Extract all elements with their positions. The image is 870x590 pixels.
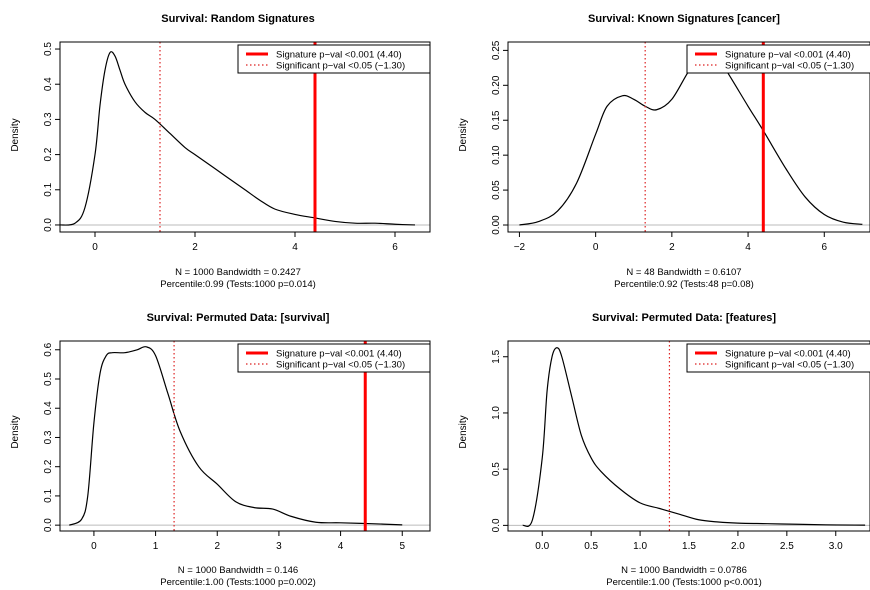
y-tick-label: 0.6 [43, 342, 54, 356]
legend: Signature p−val <0.001 (4.40)Significant… [237, 44, 431, 74]
y-tick-label: 0.25 [491, 40, 502, 60]
x-tick-label: −2 [514, 242, 526, 253]
x-tick-label: 4 [745, 242, 751, 253]
density-curve [68, 346, 403, 526]
x-tick-label: 0 [91, 541, 97, 552]
legend-box [686, 44, 870, 74]
density-curve [60, 51, 416, 226]
density-summary: N = 1000 Bandwidth = 0.2427 [175, 267, 301, 278]
panel-known-signatures: Survival: Known Signatures [cancer] Dens… [458, 13, 870, 290]
panel-title: Survival: Known Signatures [cancer] [588, 13, 780, 25]
x-tick-label: 0.0 [535, 541, 549, 552]
y-tick-label: 0.3 [43, 112, 54, 126]
percentile-summary: Percentile:1.00 (Tests:1000 p<0.001) [606, 577, 762, 588]
y-tick-label: 0.00 [491, 215, 502, 235]
legend: Signature p−val <0.001 (4.40)Significant… [686, 44, 870, 74]
x-tick-label: 3.0 [829, 541, 843, 552]
y-axis-label: Density [10, 118, 21, 151]
legend-box [237, 44, 431, 74]
x-tick-label: 6 [392, 242, 398, 253]
legend-signature-label: Signature p−val <0.001 (4.40) [276, 50, 402, 61]
legend-signature-label: Signature p−val <0.001 (4.40) [725, 50, 851, 61]
density-summary: N = 1000 Bandwidth = 0.146 [178, 565, 298, 576]
density-summary: N = 48 Bandwidth = 0.6107 [626, 267, 741, 278]
legend-significant-label: Significant p−val <0.05 (−1.30) [725, 61, 854, 72]
legend: Signature p−val <0.001 (4.40)Significant… [237, 343, 431, 373]
y-tick-label: 0.20 [491, 75, 502, 95]
x-tick-label: 1 [153, 541, 159, 552]
legend-significant-label: Significant p−val <0.05 (−1.30) [725, 360, 854, 371]
x-tick-label: 1.0 [633, 541, 647, 552]
y-tick-label: 0.3 [43, 430, 54, 444]
legend-significant-label: Significant p−val <0.05 (−1.30) [276, 360, 405, 371]
x-tick-label: 2 [192, 242, 198, 253]
x-tick-label: 1.5 [682, 541, 696, 552]
x-tick-label: 2 [669, 242, 675, 253]
y-tick-label: 0.2 [43, 459, 54, 473]
y-tick-label: 1.0 [491, 406, 502, 420]
x-tick-label: 2.5 [780, 541, 794, 552]
y-tick-label: 0.5 [43, 372, 54, 386]
legend: Signature p−val <0.001 (4.40)Significant… [686, 343, 870, 373]
x-tick-label: 4 [338, 541, 344, 552]
y-tick-label: 0.0 [43, 518, 54, 532]
panel-random-signatures: Survival: Random Signatures Density N = … [10, 13, 431, 290]
y-axis-label: Density [458, 415, 469, 448]
legend-box [237, 343, 431, 373]
percentile-summary: Percentile:1.00 (Tests:1000 p=0.002) [160, 577, 316, 588]
y-tick-label: 0.2 [43, 147, 54, 161]
y-tick-label: 1.5 [491, 349, 502, 363]
x-tick-label: 6 [821, 242, 827, 253]
percentile-summary: Percentile:0.99 (Tests:1000 p=0.014) [160, 279, 316, 290]
y-axis-label: Density [10, 415, 21, 448]
x-tick-label: 5 [399, 541, 405, 552]
x-tick-label: 4 [292, 242, 298, 253]
y-tick-label: 0.10 [491, 145, 502, 165]
x-tick-label: 3 [276, 541, 282, 552]
density-summary: N = 1000 Bandwidth = 0.0786 [621, 565, 747, 576]
y-tick-label: 0.1 [43, 489, 54, 503]
y-tick-label: 0.0 [491, 518, 502, 532]
x-tick-label: 2.0 [731, 541, 745, 552]
panel-title: Survival: Permuted Data: [survival] [147, 312, 330, 324]
x-tick-label: 0 [593, 242, 599, 253]
y-tick-label: 0.5 [43, 42, 54, 56]
y-tick-label: 0.1 [43, 182, 54, 196]
panel-permuted-features: Survival: Permuted Data: [features] Dens… [458, 312, 870, 588]
legend-box [686, 343, 870, 373]
legend-significant-label: Significant p−val <0.05 (−1.30) [276, 61, 405, 72]
y-tick-label: 0.5 [491, 462, 502, 476]
y-tick-label: 0.0 [43, 218, 54, 232]
panel-title: Survival: Permuted Data: [features] [592, 312, 776, 324]
density-curve [519, 52, 863, 226]
y-axis-label: Density [458, 118, 469, 151]
percentile-summary: Percentile:0.92 (Tests:48 p=0.08) [614, 279, 754, 290]
y-tick-label: 0.4 [43, 77, 54, 91]
legend-signature-label: Signature p−val <0.001 (4.40) [276, 349, 402, 360]
panel-title: Survival: Random Signatures [161, 13, 314, 25]
x-tick-label: 0 [92, 242, 98, 253]
y-tick-label: 0.15 [491, 110, 502, 130]
y-tick-label: 0.4 [43, 401, 54, 415]
panel-permuted-survival: Survival: Permuted Data: [survival] Dens… [10, 312, 431, 588]
x-tick-label: 0.5 [584, 541, 598, 552]
legend-signature-label: Signature p−val <0.001 (4.40) [725, 349, 851, 360]
density-curve [522, 347, 866, 528]
y-tick-label: 0.05 [491, 180, 502, 200]
x-tick-label: 2 [214, 541, 220, 552]
